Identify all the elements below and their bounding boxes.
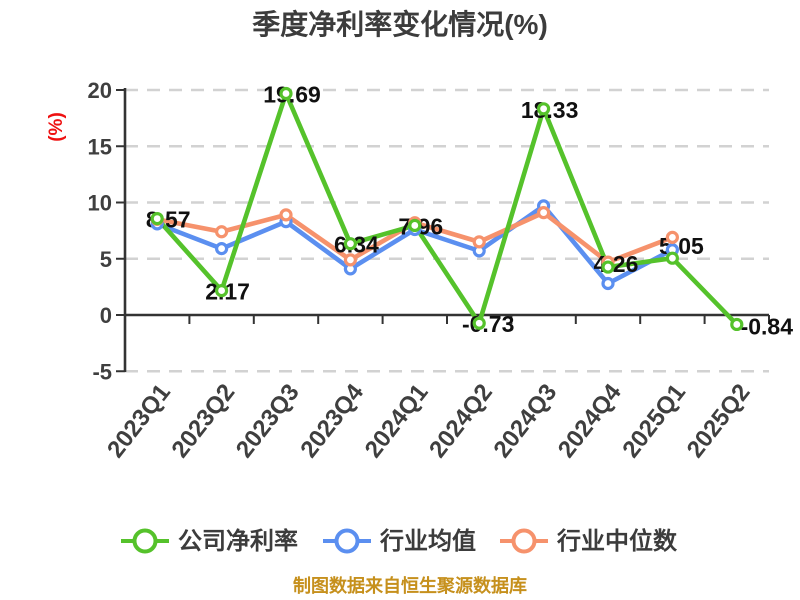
y-axis-tick-label: 15 [88, 134, 112, 159]
x-axis-label: 2024Q2 [424, 379, 498, 463]
x-axis-label: 2023Q3 [231, 379, 305, 463]
point-行业中位数 [279, 208, 293, 222]
point-公司净利率 [536, 102, 551, 116]
axes: 20 15 10 5 0 -52023Q12023Q22023Q32023Q42024Q1… [88, 78, 770, 463]
y-axis-tick-label: 5 [100, 247, 112, 272]
point-公司净利率 [343, 237, 357, 251]
legend: 公司净利率 行业均值 行业中位数 [121, 527, 678, 555]
line-公司净利率 [154, 91, 740, 327]
point-行业中位数 [343, 253, 357, 267]
legend-ring-icon [132, 528, 158, 554]
x-axis-label: 2024Q3 [488, 379, 562, 463]
point-行业中位数 [472, 235, 486, 249]
x-axis-label: 2025Q2 [682, 379, 756, 463]
point-公司净利率 [279, 86, 293, 101]
y-axis-tick-label: 20 [88, 78, 112, 103]
series-markers [150, 86, 744, 332]
point-value-label: 5.05 [659, 233, 704, 259]
legend-item-公司净利率[interactable]: 公司净利率 [121, 527, 298, 555]
footnote: 制图数据来自恒生聚源数据库 [293, 575, 527, 596]
x-axis-label: 2025Q1 [617, 379, 691, 463]
point-公司净利率 [215, 283, 229, 298]
point-行业中位数 [536, 206, 551, 220]
y-axis-tick-label: -5 [92, 359, 112, 384]
point-value-label: -0.73 [462, 311, 514, 337]
x-axis-label: 2023Q1 [102, 379, 176, 463]
point-行业中位数 [215, 225, 229, 239]
point-公司净利率 [601, 260, 615, 274]
point-行业均值 [601, 276, 615, 291]
point-公司净利率 [408, 218, 422, 233]
x-axis-label: 2024Q1 [360, 379, 434, 463]
point-value-label: -0.84 [741, 313, 794, 339]
legend-item-行业均值[interactable]: 行业均值 [323, 527, 476, 555]
legend-label: 公司净利率 [178, 527, 298, 555]
x-axis-label: 2023Q2 [166, 379, 240, 463]
x-axis-label: 2023Q4 [295, 379, 369, 463]
point-行业中位数 [665, 230, 680, 244]
y-axis-unit-label: (%) [46, 112, 67, 142]
legend-label: 行业中位数 [556, 527, 678, 555]
legend-label: 行业均值 [379, 527, 476, 555]
data-labels: 8.572.1719.696.347.96-0.7318.334.265.05-… [146, 81, 793, 339]
legend-ring-icon [334, 528, 360, 554]
point-value-label: 4.26 [594, 251, 639, 277]
legend-item-行业中位数[interactable]: 行业中位数 [500, 527, 678, 555]
x-axis-label: 2024Q4 [553, 379, 627, 463]
point-公司净利率 [150, 211, 164, 226]
y-axis-tick-label: 10 [88, 191, 112, 216]
y-axis-tick-label: 0 [100, 303, 112, 328]
point-行业均值 [215, 242, 229, 256]
legend-ring-icon [511, 528, 537, 554]
chart-title: 季度净利率变化情况(%) [252, 8, 548, 40]
point-公司净利率 [730, 317, 744, 332]
point-公司净利率 [665, 251, 680, 265]
point-公司净利率 [472, 316, 486, 330]
